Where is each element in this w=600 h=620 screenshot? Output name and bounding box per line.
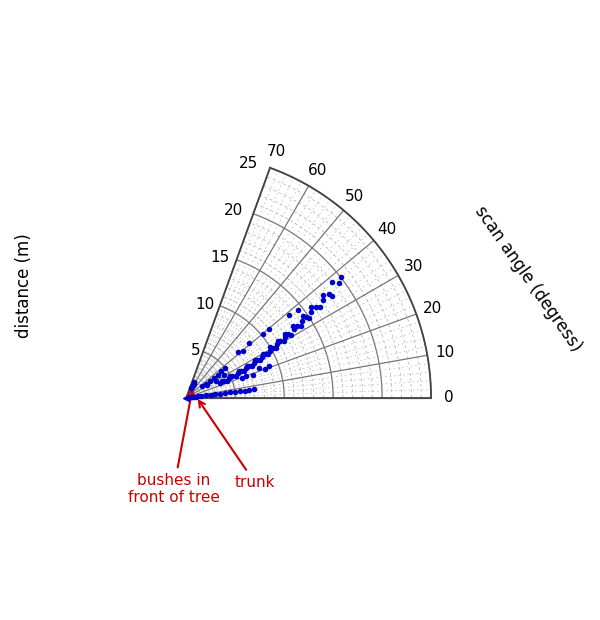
Text: 5: 5 [191,343,200,358]
Text: 10: 10 [196,296,215,312]
Text: 25: 25 [239,156,258,171]
Text: 20: 20 [224,203,244,218]
Text: 10: 10 [435,345,454,360]
Text: 0: 0 [444,390,454,405]
Text: 20: 20 [423,301,442,316]
Text: trunk: trunk [199,401,275,490]
Text: 70: 70 [266,144,286,159]
Text: scan angle (degress): scan angle (degress) [471,203,585,355]
Text: 40: 40 [377,221,397,237]
Text: distance (m): distance (m) [15,233,33,337]
Text: 50: 50 [346,189,365,205]
Text: 15: 15 [210,250,229,265]
Text: 60: 60 [308,163,327,178]
Text: 30: 30 [404,259,423,274]
Text: bushes in
front of tree: bushes in front of tree [128,390,220,505]
